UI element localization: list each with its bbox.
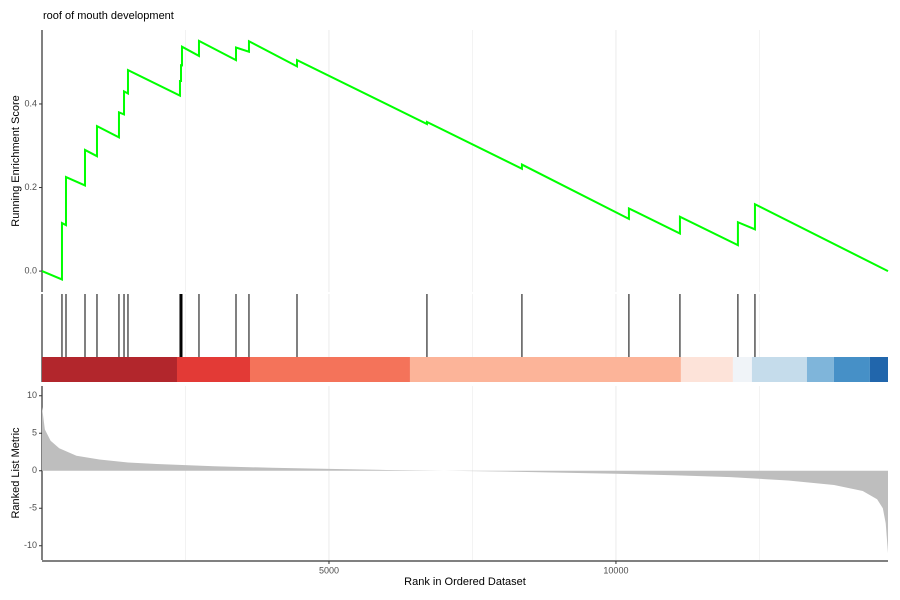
color-bar-segment	[42, 357, 177, 382]
y-tick-label: -5	[29, 503, 37, 513]
chart-title: roof of mouth development	[43, 10, 174, 22]
x-tick-label: 5000	[319, 565, 339, 575]
y-tick-label: -10	[24, 540, 37, 550]
color-bar-segment	[409, 357, 681, 382]
color-bar-segment	[833, 357, 870, 382]
y-tick-label: 0.2	[24, 182, 37, 192]
x-axis-label: Rank in Ordered Dataset	[404, 576, 526, 588]
x-tick-label: 10000	[603, 565, 628, 575]
color-bar-segment	[176, 357, 250, 382]
color-bar-segment	[806, 357, 834, 382]
color-bar-segment	[732, 357, 752, 382]
ranked-metric-area	[42, 407, 888, 554]
running-score-line	[41, 39, 889, 281]
color-bar-segment	[680, 357, 733, 382]
y-tick-label: 0	[32, 465, 37, 475]
y-axis-label: Ranked List Metric	[10, 427, 22, 519]
y-tick-label: 0.0	[24, 265, 37, 275]
color-bar-segment	[751, 357, 807, 382]
y-axis-label: Running Enrichment Score	[10, 95, 22, 226]
y-tick-label: 0.4	[24, 98, 37, 108]
y-tick-label: 5	[32, 428, 37, 438]
color-bar-segment	[249, 357, 410, 382]
y-tick-label: 10	[27, 390, 37, 400]
color-bar-segment	[869, 357, 888, 382]
